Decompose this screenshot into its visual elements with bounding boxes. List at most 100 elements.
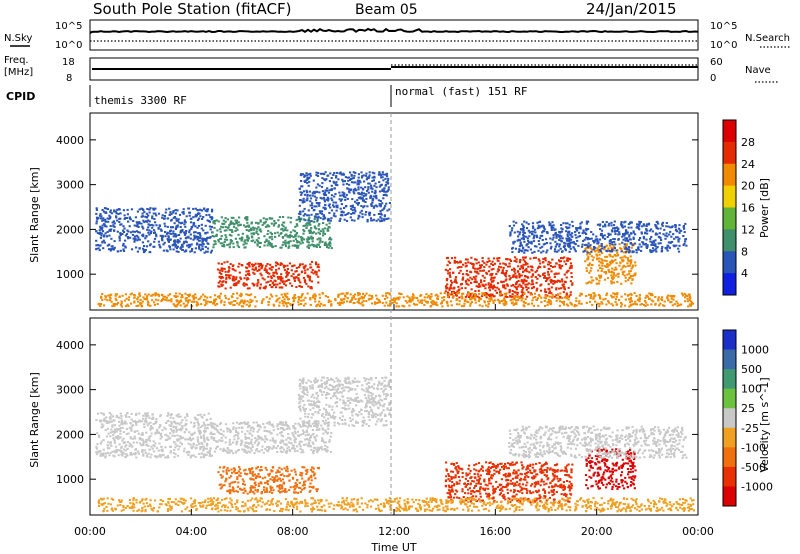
echo-cell [187,438,190,441]
nsearch-label: N.Search [745,33,790,44]
echo-cell [673,245,676,248]
echo-cell [192,425,195,428]
echo-cell [96,412,100,415]
echo-cell [178,213,182,216]
echo-cell [186,450,189,453]
echo-cell [133,420,137,423]
echo-cell [276,231,279,234]
echo-cell [213,235,216,238]
echo-cell [512,303,515,306]
echo-cell [248,301,251,304]
echo-cell [109,294,112,296]
echo-cell [586,253,589,256]
echo-cell [481,257,484,259]
echo-cell [579,227,582,230]
echo-cell [520,286,523,288]
echo-cell [181,243,184,246]
echo-cell [104,456,107,459]
echo-cell [108,214,111,217]
echo-cell [110,212,113,215]
echo-cell [140,305,144,307]
echo-cell [543,275,546,277]
echo-cell [574,243,577,246]
echo-cell [644,231,647,234]
echo-cell [549,300,552,303]
echo-cell [558,280,562,283]
echo-cell [296,246,300,249]
echo-cell [174,233,177,235]
echo-cell [147,445,150,447]
echo-cell [365,172,368,175]
echo-cell [247,272,250,275]
echo-cell [324,430,327,433]
echo-cell [175,299,178,302]
echo-cell [316,220,319,223]
echo-cell [209,417,212,420]
echo-cell [183,219,186,222]
echo-cell [559,247,562,250]
echo-cell [690,303,693,306]
echo-cell [202,237,205,240]
echo-cell [115,445,118,448]
echo-cell [492,257,496,260]
echo-cell [244,225,247,228]
echo-cell [99,305,102,307]
echo-cell [638,298,642,301]
echo-cell [599,228,602,231]
echo-cell [474,258,477,261]
nsky-trace [89,27,699,34]
echo-cell [132,441,135,444]
echo-cell [322,230,325,233]
echo-cell [204,232,207,235]
echo-cell [673,303,676,306]
echo-cell [559,292,562,295]
echo-cell [121,233,124,235]
echo-cell [544,242,547,245]
echo-cell [525,286,528,288]
echo-cell [437,295,440,298]
echo-cell [320,447,323,450]
echo-cell [489,293,492,296]
echo-cell [204,224,207,227]
echo-cell [460,283,464,285]
echo-cell [305,282,308,285]
echo-cell [684,222,687,225]
echo-cell [338,191,341,194]
echo-cell [585,246,588,249]
echo-cell [127,432,130,435]
echo-cell [181,211,184,214]
echo-cell [111,424,114,427]
echo-cell [339,217,342,220]
echo-cell [262,451,265,454]
echo-cell [600,245,603,247]
echo-cell [638,228,641,231]
echo-cell [268,243,271,245]
echo-cell [524,298,527,301]
echo-cell [554,248,557,251]
echo-cell [330,247,333,250]
echo-cell [565,297,569,300]
echo-cell [676,236,679,239]
echo-cell [267,445,270,448]
echo-cell [475,271,478,274]
echo-cell [595,278,598,281]
echo-cell [133,224,136,227]
echo-cell [192,238,195,241]
echo-cell [188,231,191,234]
echo-cell [321,172,324,175]
echo-cell [137,300,140,303]
echo-cell [477,261,480,264]
echo-cell [189,233,192,236]
echo-cell [118,296,121,298]
echo-cell [288,262,292,265]
echo-cell [315,190,318,193]
echo-cell [551,238,554,241]
echo-cell [229,430,233,433]
echo-cell [126,229,129,232]
echo-cell [538,237,542,240]
echo-cell [578,294,581,297]
echo-cell [552,234,555,237]
echo-cell [114,451,117,454]
echo-cell [177,241,180,244]
echo-cell [141,449,144,451]
